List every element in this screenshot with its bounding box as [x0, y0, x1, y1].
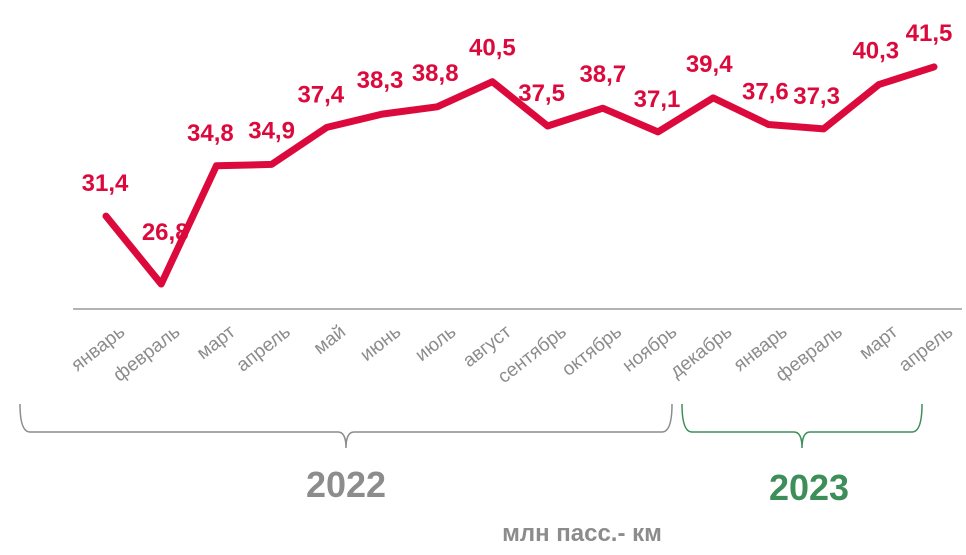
unit-label: млн пасс.- км: [502, 520, 662, 547]
value-label: 40,3: [852, 38, 899, 65]
tick-label: апрель: [895, 321, 957, 376]
year-label: 2023: [769, 467, 849, 508]
value-label: 38,8: [412, 60, 459, 87]
value-label: 37,4: [297, 81, 344, 108]
tick-label: март: [855, 321, 902, 364]
series-line: [102, 63, 938, 288]
year-bracket: [19, 403, 673, 449]
value-label: 26,8: [142, 219, 189, 246]
value-label: 37,6: [742, 79, 789, 106]
tick-label: октябрь: [558, 321, 626, 380]
tick-label: май: [310, 321, 350, 359]
value-label: 37,1: [634, 86, 681, 113]
tick-label: декабрь: [666, 321, 736, 382]
year-bracket: [681, 403, 923, 449]
value-label: 41,5: [906, 20, 953, 47]
tick-label: март: [193, 321, 240, 364]
value-label: 31,4: [82, 170, 129, 197]
value-label: 38,3: [357, 67, 404, 94]
value-label: 39,4: [686, 51, 733, 78]
year-label: 2022: [306, 464, 386, 505]
tick-label: апрель: [233, 321, 295, 376]
year-labels: 2022 2023: [306, 464, 849, 508]
tick-label: июль: [412, 321, 461, 366]
value-labels: 31,4 26,8 34,8 34,937,4 38,3 38,8 40,537,5 38,7…: [82, 20, 953, 246]
year-brackets: [19, 403, 923, 449]
value-label: 34,8: [187, 120, 234, 147]
value-label: 34,9: [248, 117, 295, 144]
value-label: 38,7: [579, 61, 626, 88]
tick-label: июнь: [356, 321, 405, 365]
value-label: 37,3: [793, 83, 840, 110]
value-label: 37,5: [518, 80, 565, 107]
value-label: 40,5: [469, 35, 516, 62]
